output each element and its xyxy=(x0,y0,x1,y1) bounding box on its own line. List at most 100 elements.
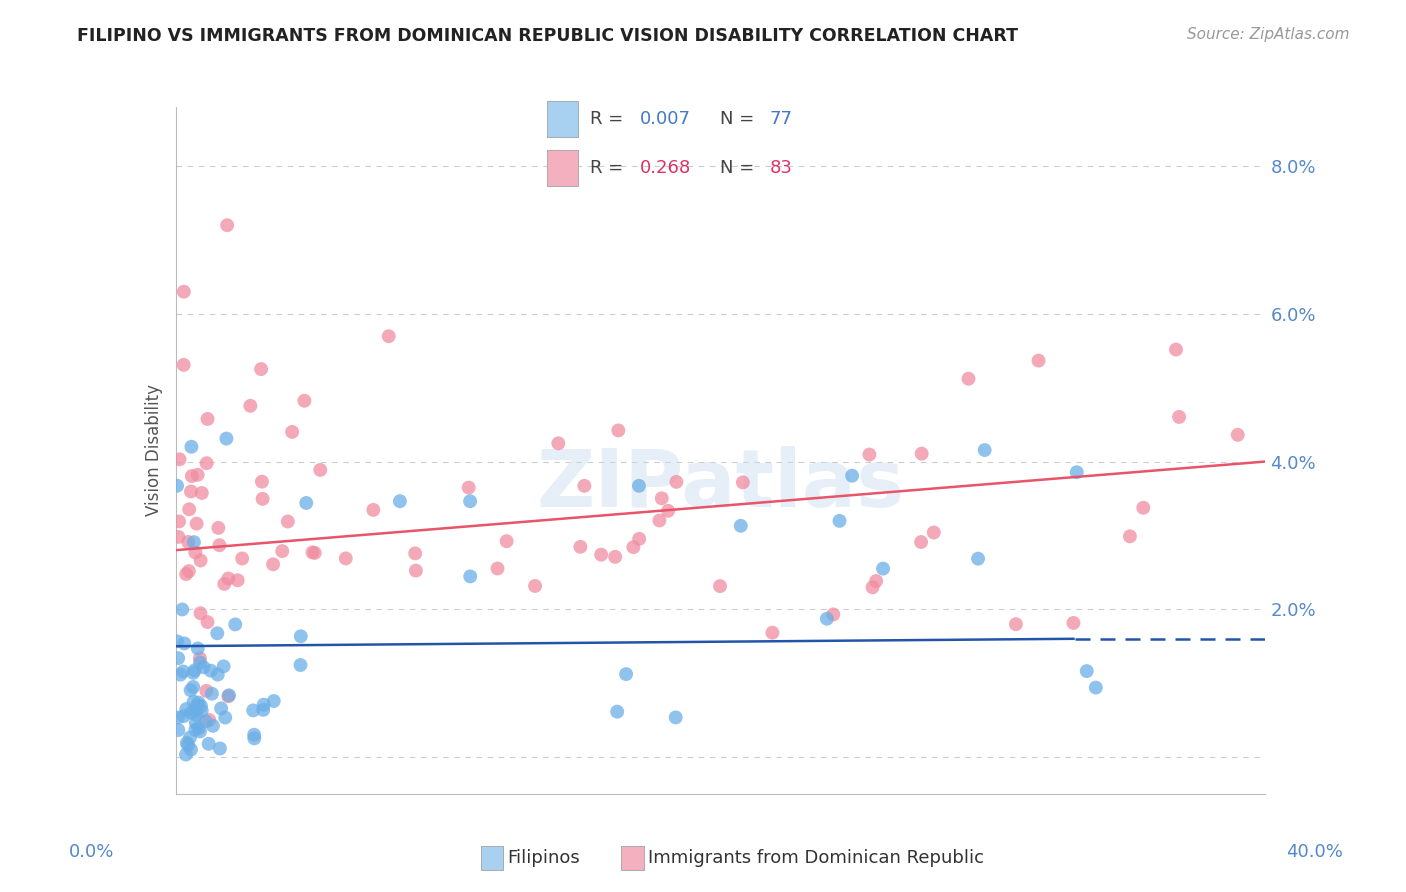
Point xyxy=(294,393,316,408)
Point xyxy=(458,494,481,508)
Point xyxy=(208,741,231,756)
Point xyxy=(201,687,224,701)
Point xyxy=(190,606,212,620)
Point xyxy=(183,535,205,549)
Point xyxy=(174,747,197,762)
Point xyxy=(405,564,427,578)
Point xyxy=(1119,529,1142,543)
Point xyxy=(524,579,547,593)
Point xyxy=(181,665,204,680)
Text: 83: 83 xyxy=(769,159,792,177)
Point xyxy=(823,607,845,622)
Point xyxy=(243,731,266,746)
Point xyxy=(605,549,627,564)
Point xyxy=(183,664,205,678)
Point xyxy=(186,699,208,714)
Point xyxy=(180,469,202,483)
Point xyxy=(184,545,207,559)
Point xyxy=(197,615,219,629)
Point xyxy=(174,567,197,582)
Point xyxy=(1226,427,1249,442)
Point xyxy=(648,513,671,527)
Point xyxy=(1005,617,1028,632)
Point xyxy=(404,546,426,560)
Point xyxy=(239,399,262,413)
Text: R =: R = xyxy=(591,159,628,177)
Point xyxy=(651,491,673,506)
Point xyxy=(709,579,731,593)
Point xyxy=(841,468,863,483)
Point xyxy=(1132,500,1154,515)
Point xyxy=(198,713,221,727)
Point xyxy=(208,538,231,552)
Point xyxy=(862,580,884,594)
Point xyxy=(187,467,209,482)
Point xyxy=(271,544,294,558)
Point xyxy=(967,551,990,566)
Point xyxy=(628,532,651,546)
Point xyxy=(166,479,188,493)
Point xyxy=(180,683,202,698)
Point xyxy=(262,558,284,572)
Point xyxy=(910,535,932,549)
Text: ZIPatlas: ZIPatlas xyxy=(537,446,904,524)
Point xyxy=(606,705,628,719)
Point xyxy=(166,634,188,648)
Point xyxy=(290,629,312,643)
Point xyxy=(730,518,752,533)
Point xyxy=(167,530,190,544)
Point xyxy=(217,572,239,586)
Point xyxy=(252,491,274,506)
Point xyxy=(195,683,218,698)
Point xyxy=(957,372,980,386)
Point xyxy=(167,723,190,737)
Point xyxy=(657,504,679,518)
Point xyxy=(184,703,207,717)
Point xyxy=(815,612,838,626)
Point xyxy=(218,688,240,702)
Point xyxy=(569,540,592,554)
Point xyxy=(207,521,229,535)
Point xyxy=(177,738,200,752)
Text: 0.007: 0.007 xyxy=(640,110,690,128)
Text: 0.0%: 0.0% xyxy=(69,843,114,861)
Point xyxy=(188,724,211,739)
Point xyxy=(167,515,190,529)
Point xyxy=(188,656,211,670)
Point xyxy=(188,651,211,665)
Point xyxy=(922,525,945,540)
Point xyxy=(363,503,385,517)
Point xyxy=(180,440,202,454)
Point xyxy=(250,475,273,489)
Point xyxy=(865,574,887,588)
Point xyxy=(627,479,650,493)
Bar xyxy=(547,101,578,136)
Point xyxy=(253,698,276,712)
Point xyxy=(335,551,357,566)
Point xyxy=(217,690,239,704)
Point xyxy=(309,463,332,477)
Point xyxy=(172,602,194,616)
Point xyxy=(290,658,312,673)
Point xyxy=(458,569,481,583)
Point xyxy=(186,516,208,531)
Bar xyxy=(547,150,578,186)
Point xyxy=(214,577,236,591)
Point xyxy=(277,515,299,529)
Point xyxy=(193,660,215,674)
Point xyxy=(761,625,783,640)
Point xyxy=(179,502,201,516)
Point xyxy=(177,535,200,549)
Point xyxy=(191,486,214,500)
Point xyxy=(1168,409,1191,424)
Text: Filipinos: Filipinos xyxy=(508,849,581,867)
Point xyxy=(207,626,229,640)
Point xyxy=(190,699,212,714)
Point xyxy=(574,479,596,493)
Point xyxy=(217,218,239,232)
Point xyxy=(187,641,209,656)
Point xyxy=(224,617,246,632)
Point xyxy=(172,665,194,679)
Point xyxy=(173,636,195,650)
Point xyxy=(180,706,202,720)
